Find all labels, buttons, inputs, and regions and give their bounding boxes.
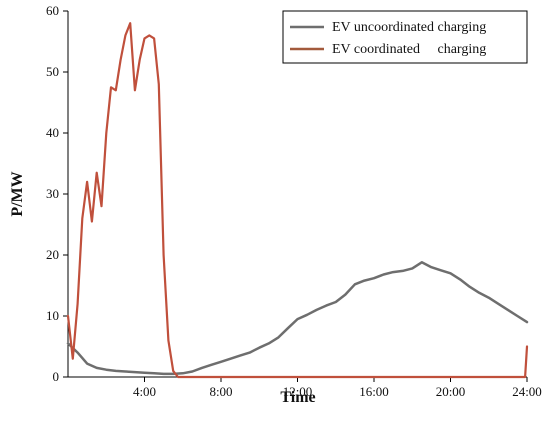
x-tick-label: 12:00 [283,384,313,399]
y-tick-label: 40 [46,125,59,140]
y-tick-label: 30 [46,186,59,201]
x-tick-label: 24:00 [512,384,542,399]
legend-label-uncoordinated: EV uncoordinated charging [332,20,486,35]
y-tick-label: 10 [46,308,59,323]
y-ticks: 0 10 20 30 40 50 60 [46,3,68,384]
legend: EV uncoordinated charging EV coordinated… [282,10,528,64]
y-tick-label: 50 [46,64,59,79]
y-axis-title: P/MW [9,171,26,216]
x-tick-label: 4:00 [133,384,156,399]
x-axis-title: Time [280,389,315,406]
plot-area: 4:00 8:00 12:00 16:00 20:00 24:00 0 10 20 30 40 50… [46,3,542,399]
series-line-uncoordinated [66,261,529,376]
series-layer [66,22,529,379]
x-tick-label: 16:00 [359,384,389,399]
x-tick-label: 8:00 [209,384,232,399]
y-tick-label: 20 [46,247,59,262]
x-ticks: 4:00 8:00 12:00 16:00 20:00 24:00 [133,377,542,399]
y-tick-label: 0 [53,369,60,384]
legend-box [282,10,528,64]
y-tick-label: 60 [46,3,59,18]
x-tick-label: 20:00 [436,384,466,399]
legend-label-coordinated: EV coordinated charging [332,42,486,57]
series-line-coordinated [66,22,529,379]
